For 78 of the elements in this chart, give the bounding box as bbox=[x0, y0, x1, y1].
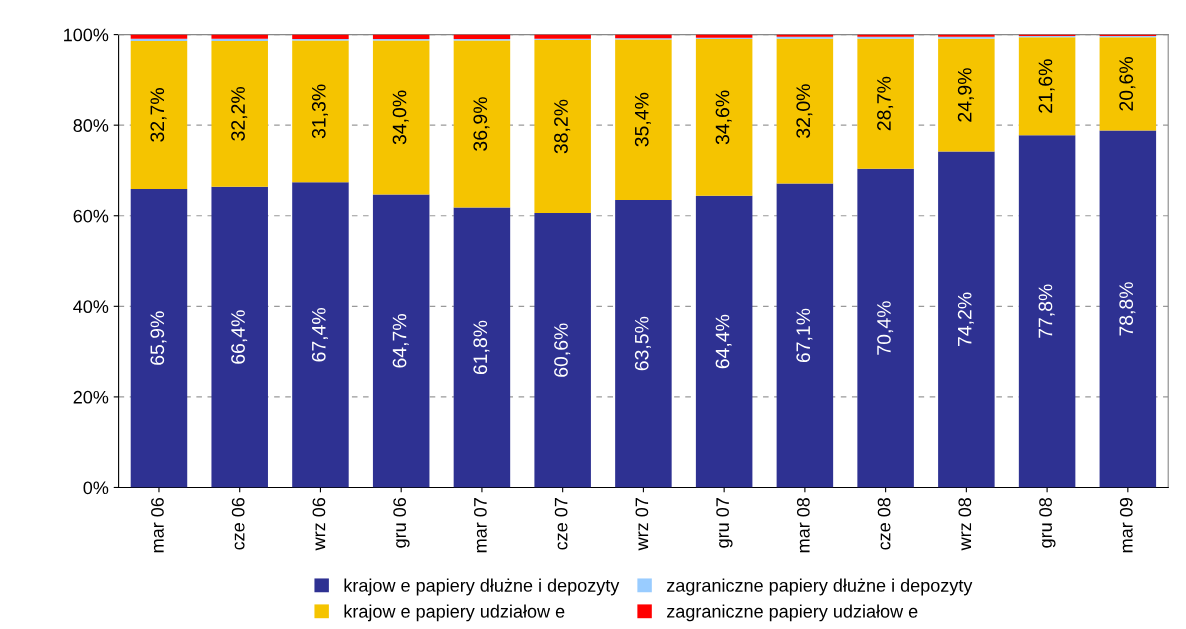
data-label: 24,9% bbox=[957, 68, 974, 122]
bar bbox=[130, 189, 188, 488]
data-label: 32,2% bbox=[231, 86, 248, 141]
data-label: 77,8% bbox=[1038, 284, 1055, 338]
legend-label: zagraniczne papiery dłużne i depozyty bbox=[666, 578, 973, 596]
bar bbox=[695, 39, 753, 196]
y-tick-label: 60% bbox=[73, 209, 109, 223]
bar bbox=[453, 207, 511, 488]
bar bbox=[1099, 37, 1157, 131]
bar bbox=[1018, 135, 1076, 488]
y-tick-label: 100% bbox=[64, 28, 109, 42]
bar bbox=[372, 40, 430, 195]
data-label: 60,6% bbox=[554, 323, 571, 377]
data-label: 63,5% bbox=[634, 316, 651, 371]
bar bbox=[534, 40, 591, 214]
data-label: 32,0% bbox=[796, 84, 813, 138]
bar bbox=[776, 38, 834, 184]
data-label: 78,8% bbox=[1119, 282, 1136, 336]
data-label: 31,3% bbox=[311, 84, 328, 139]
x-tick-label: mar 09 bbox=[1119, 498, 1133, 553]
bar bbox=[1099, 130, 1157, 488]
bar bbox=[211, 186, 268, 488]
bar bbox=[938, 38, 995, 152]
x-tick-label: cze 07 bbox=[554, 498, 568, 550]
data-label: 20,6% bbox=[1119, 57, 1136, 111]
x-tick-label: wrz 08 bbox=[958, 497, 972, 551]
bar bbox=[534, 213, 591, 488]
data-label: 74,2% bbox=[957, 292, 974, 347]
bar bbox=[453, 40, 511, 208]
data-label: 36,9% bbox=[473, 97, 490, 151]
bar bbox=[372, 194, 430, 488]
data-label: 64,7% bbox=[392, 314, 409, 368]
bar bbox=[938, 151, 995, 488]
y-tick-label: 40% bbox=[73, 300, 109, 314]
bar bbox=[857, 168, 914, 488]
y-tick-label: 0% bbox=[83, 481, 109, 495]
x-tick-label: wrz 07 bbox=[635, 498, 649, 551]
y-tick-label: 80% bbox=[73, 119, 109, 132]
x-tick-label: gru 08 bbox=[1039, 497, 1056, 548]
data-label: 64,4% bbox=[715, 314, 732, 369]
data-label: 32,7% bbox=[150, 88, 167, 142]
bar bbox=[130, 40, 188, 190]
bar bbox=[130, 34, 188, 39]
bar bbox=[695, 195, 753, 488]
legend-label: krajow e papiery udziałow e bbox=[344, 604, 565, 622]
bar bbox=[292, 40, 349, 183]
bar bbox=[292, 182, 349, 488]
x-tick-label: wrz 06 bbox=[312, 497, 326, 551]
x-tick-label: mar 07 bbox=[473, 498, 487, 553]
x-tick-label: mar 06 bbox=[151, 497, 164, 553]
bar bbox=[534, 34, 591, 39]
data-label: 67,4% bbox=[311, 307, 328, 362]
x-tick-label: gru 06 bbox=[393, 497, 410, 548]
data-label: 34,6% bbox=[715, 90, 732, 145]
data-label: 65,9% bbox=[150, 311, 167, 365]
bar bbox=[211, 40, 268, 187]
bar bbox=[615, 39, 672, 200]
x-tick-label: cze 06 bbox=[231, 497, 245, 550]
y-tick-label: 20% bbox=[73, 390, 109, 404]
data-label: 34,0% bbox=[392, 90, 409, 145]
bar bbox=[211, 34, 268, 39]
x-tick-label: cze 08 bbox=[877, 497, 891, 550]
data-label: 61,8% bbox=[473, 320, 490, 375]
data-label: 67,1% bbox=[796, 308, 813, 363]
bar bbox=[776, 183, 834, 488]
bar bbox=[615, 199, 672, 488]
data-label: 70,4% bbox=[877, 301, 894, 355]
bar bbox=[857, 38, 914, 169]
data-label: 38,2% bbox=[554, 99, 571, 154]
bar bbox=[1018, 37, 1076, 136]
x-tick-label: gru 07 bbox=[716, 498, 733, 548]
data-label: 21,6% bbox=[1038, 59, 1055, 113]
data-label: 66,4% bbox=[231, 310, 248, 364]
x-tick-label: mar 08 bbox=[796, 497, 810, 553]
data-label: 28,7% bbox=[877, 76, 894, 131]
legend-label: krajow e papiery dłużne i depozyty bbox=[344, 578, 620, 596]
legend-label: zagraniczne papiery udziałow e bbox=[666, 604, 918, 622]
data-label: 35,4% bbox=[634, 92, 651, 147]
